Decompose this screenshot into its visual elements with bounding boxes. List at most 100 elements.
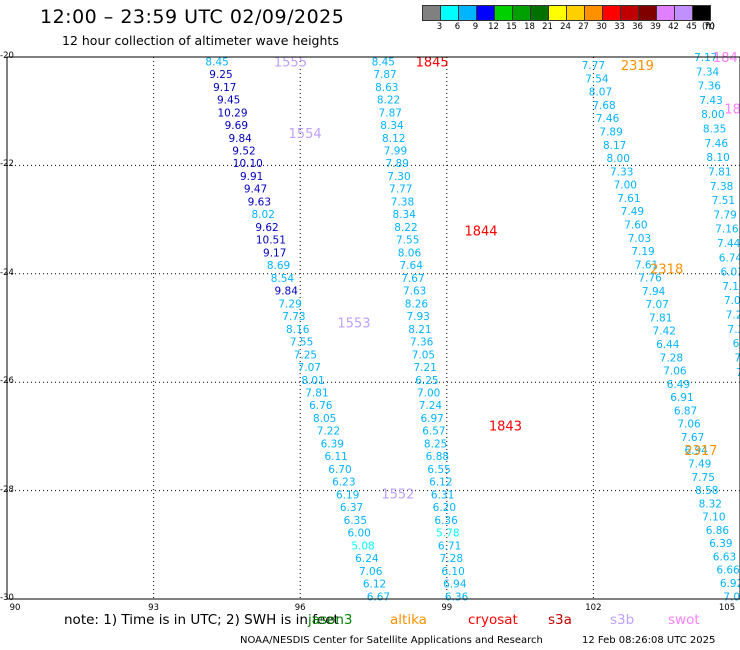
wave-height-value: 6.36 (445, 591, 469, 603)
wave-height-value: 9.17 (263, 247, 286, 259)
wave-height-value: 7.36 (410, 337, 434, 349)
pass-time-label: 1553 (337, 317, 370, 332)
wave-height-value: 9.69 (225, 120, 248, 132)
wave-height-value: 9.63 (248, 196, 271, 208)
wave-height-value: 8.25 (424, 438, 447, 450)
wave-height-value: 7.89 (599, 127, 622, 139)
wave-height-value: 7.07 (298, 362, 321, 374)
wave-height-value: 8.12 (382, 133, 405, 145)
wave-height-value: 7.63 (403, 286, 426, 298)
wave-height-value: 7.75 (692, 472, 715, 484)
wave-height-value: 7.19 (631, 246, 654, 258)
wave-height-value: 7.67 (401, 273, 424, 285)
wave-height-value: 9.84 (275, 286, 299, 298)
color-scale-label: 70 (704, 22, 715, 32)
pass-time-label: 18 (724, 102, 740, 117)
wave-height-value: 6.94 (684, 445, 708, 457)
wave-height-value: 6.24 (355, 553, 379, 565)
wave-height-value: 7.36 (698, 81, 722, 93)
wave-height-value: 9.17 (213, 82, 236, 94)
satellite-legend-s3b: s3b (610, 612, 635, 628)
wave-height-value: 6.57 (422, 426, 445, 438)
pass-time-label: 2318 (650, 262, 683, 277)
wave-height-value: 7.6 (734, 352, 740, 364)
wave-height-value: 10.51 (256, 235, 286, 247)
wave-height-value: 8.17 (603, 140, 626, 152)
wave-height-value: 6.97 (420, 413, 443, 425)
satellite-legend-swot: swot (668, 612, 700, 628)
color-scale-label: 15 (506, 22, 517, 32)
wave-height-value: 7.51 (712, 195, 735, 207)
wave-height-value: 7.22 (317, 426, 340, 438)
wave-height-value: 8.26 (405, 298, 429, 310)
pass-time-label: 1845 (416, 55, 449, 70)
wave-height-value: 7.22 (726, 310, 740, 322)
wave-height-value: 7.64 (400, 260, 424, 272)
wave-height-value: 7.37 (728, 324, 740, 336)
wave-height-value: 8.34 (393, 209, 417, 221)
wave-height-value: 8.10 (706, 152, 729, 164)
lon-label: 93 (148, 603, 159, 613)
wave-height-value: 8.22 (377, 95, 400, 107)
wave-height-value: 7.42 (653, 326, 676, 338)
wave-height-value: 6.35 (344, 515, 367, 527)
color-scale-label: 33 (614, 22, 625, 32)
wave-height-value: 6.37 (340, 502, 363, 514)
wave-height-value: 7.00 (614, 180, 637, 192)
page-subtitle: 12 hour collection of altimeter wave hei… (62, 33, 339, 48)
wave-height-value: 6.86 (706, 525, 730, 537)
generated-timestamp: 12 Feb 08:26:08 UTC 2025 (582, 635, 716, 646)
lat-label: -26 (0, 376, 14, 387)
wave-height-value: 8.21 (408, 324, 431, 336)
color-scale-label: 39 (650, 22, 661, 32)
lon-label: 99 (441, 603, 453, 613)
wave-height-value: 7.87 (379, 107, 402, 119)
satellite-legend-cryosat: cryosat (468, 612, 518, 628)
wave-height-value: 8.22 (394, 222, 417, 234)
wave-height-value: 7.05 (412, 349, 435, 361)
wave-height-value: 7.81 (708, 166, 731, 178)
wave-height-value: 7.55 (396, 235, 419, 247)
color-scale-label: 12 (488, 22, 499, 32)
wave-height-value: 7.89 (386, 158, 409, 170)
wave-height-value: 7.13 (722, 281, 740, 293)
wave-height-value: 9.62 (255, 222, 278, 234)
wave-height-value: 7.07 (645, 299, 668, 311)
wave-height-value: 8.32 (699, 498, 722, 510)
pass-time-label: 2319 (621, 59, 654, 74)
wave-height-value: 7.61 (617, 193, 640, 205)
wave-height-value: 8.00 (607, 153, 630, 165)
wave-height-value: 7.30 (387, 171, 410, 183)
lat-label: -24 (0, 267, 14, 278)
wave-height-value: 6.88 (426, 451, 449, 463)
wave-height-value: 7.43 (699, 95, 722, 107)
wave-height-value: 7.06 (663, 366, 687, 378)
wave-height-value: 8.45 (372, 56, 395, 68)
wave-height-value: 7.44 (717, 238, 740, 250)
pass-time-label: 1843 (489, 420, 522, 435)
credit-line: NOAA/NESDIS Center for Satellite Applica… (240, 635, 543, 646)
wave-height-value: 7.77 (582, 60, 605, 72)
wave-height-value: 8.16 (286, 324, 310, 336)
wave-height-value: 6.20 (433, 502, 456, 514)
wave-height-value: 6.74 (719, 252, 740, 264)
wave-height-value: 6.31 (431, 489, 454, 501)
wave-height-value: 6.23 (332, 477, 355, 489)
wave-height-value: 6.70 (328, 464, 351, 476)
color-scale-label: 24 (560, 22, 571, 32)
pass-time-label: 1554 (289, 127, 322, 142)
wave-height-value: 6.5 (733, 338, 740, 350)
color-scale-label: 45 (686, 22, 697, 32)
wave-height-value: 8.58 (695, 485, 718, 497)
wave-height-value: 7.79 (713, 209, 736, 221)
wave-height-value: 7.87 (373, 69, 396, 81)
wave-height-value: 6.03 (720, 267, 740, 279)
wave-height-value: 6.00 (347, 528, 370, 540)
wave-height-value: 6.25 (415, 375, 438, 387)
wave-height-value: 7.21 (413, 362, 436, 374)
lon-label: 105 (718, 603, 736, 613)
wave-height-value: 7.00 (417, 387, 440, 399)
color-scale-label: 9 (472, 22, 479, 32)
wave-height-value: 6.94 (443, 579, 467, 591)
wave-height-value: 7.49 (621, 206, 644, 218)
